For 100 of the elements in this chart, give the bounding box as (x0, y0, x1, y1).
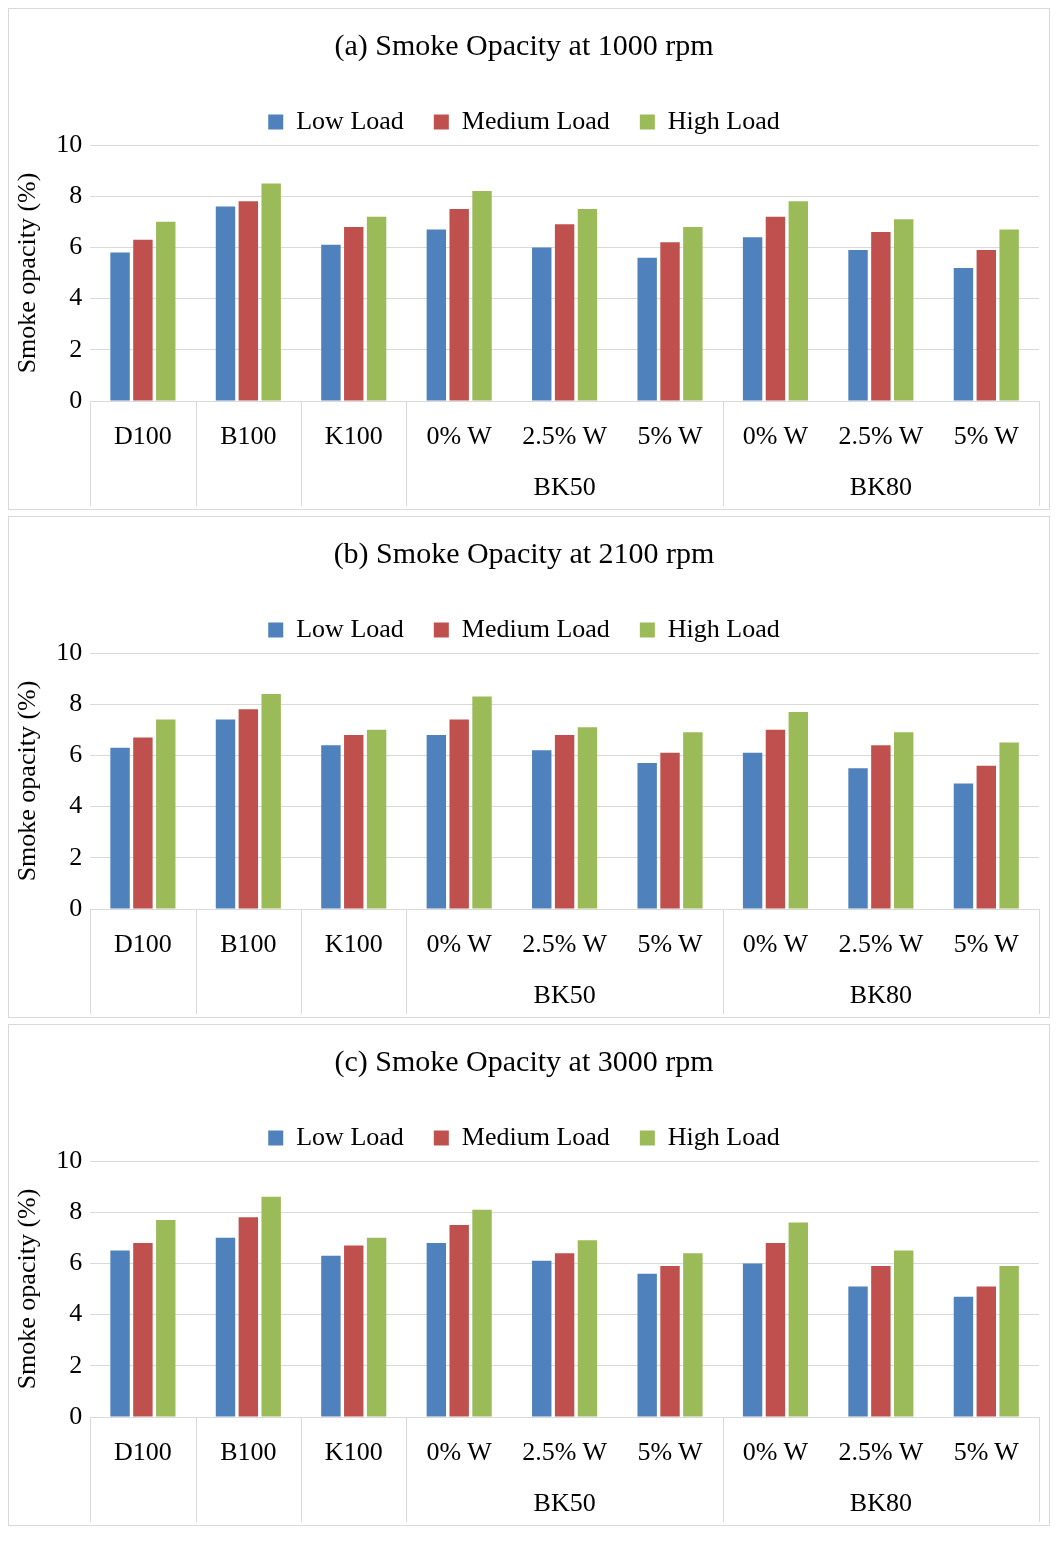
bar (532, 750, 552, 909)
bar (976, 1286, 996, 1417)
y-tick-label: 6 (69, 739, 83, 769)
text: BK80 (849, 1487, 912, 1517)
bar (976, 249, 996, 401)
bar (532, 1260, 552, 1417)
bar (344, 1245, 364, 1417)
text: BK50 (533, 1487, 596, 1517)
bar (156, 719, 176, 909)
y-tick-label: 10 (56, 128, 83, 158)
bar (871, 1265, 891, 1417)
bar (321, 745, 341, 909)
bar (765, 216, 786, 401)
bar (321, 1255, 341, 1417)
bar (999, 229, 1019, 401)
bar (156, 1219, 176, 1417)
legend-label: Low Load (296, 105, 404, 135)
bar (637, 1273, 657, 1417)
y-tick-label: 4 (69, 1298, 83, 1328)
bar (238, 201, 259, 401)
bar (133, 737, 153, 909)
x-tick-label: B100 (220, 928, 277, 958)
x-tick-label: 0% W (742, 420, 809, 450)
bar (238, 709, 259, 909)
bar (426, 229, 447, 401)
bar (215, 719, 236, 909)
bar (788, 1222, 808, 1417)
x-tick-label: 0% W (426, 928, 493, 958)
x-tick-label: 0% W (742, 928, 809, 958)
bar (848, 1286, 868, 1417)
bar (366, 729, 387, 909)
bar (554, 1253, 575, 1417)
bar (261, 693, 281, 909)
bar (110, 747, 130, 909)
text: BK80 (849, 979, 912, 1009)
bar (238, 1217, 259, 1417)
y-tick-label: 2 (69, 841, 83, 871)
bar (976, 765, 996, 909)
bar (788, 711, 808, 909)
bar (321, 244, 341, 401)
x-tick-label: 5% W (953, 1436, 1020, 1466)
y-tick-label: 10 (56, 636, 83, 666)
y-tick-label: 0 (69, 384, 83, 414)
bar (637, 257, 657, 401)
x-tick-label: B100 (220, 1436, 277, 1466)
y-tick-label: 4 (69, 790, 83, 820)
y-tick-label: 0 (69, 1400, 83, 1430)
bar (683, 732, 703, 909)
bar (683, 1253, 703, 1417)
y-tick-label: 8 (69, 180, 83, 210)
bar (449, 209, 469, 401)
y-tick-label: 8 (69, 688, 83, 718)
bar (742, 752, 763, 909)
x-tick-label: 5% W (637, 928, 704, 958)
bar (742, 1263, 763, 1417)
bar (472, 696, 492, 909)
y-tick-label: 6 (69, 231, 83, 261)
bar (683, 226, 703, 401)
chart-title: (c) Smoke Opacity at 3000 rpm (334, 1043, 714, 1078)
bar (742, 237, 763, 401)
x-tick-label: 2.5% W (838, 928, 924, 958)
bar (894, 732, 914, 909)
bar (894, 219, 914, 401)
bar (660, 752, 680, 909)
bar (953, 1296, 974, 1417)
bar (426, 734, 447, 909)
bar (449, 719, 469, 909)
x-tick-label: 2.5% W (522, 928, 608, 958)
y-tick-label: 2 (69, 1349, 83, 1379)
bar (765, 1242, 786, 1417)
bar (449, 1225, 469, 1417)
y-axis-title: Smoke opacity (%) (12, 172, 42, 374)
legend-label: High Load (667, 105, 780, 135)
bar (215, 206, 236, 401)
x-tick-label: D100 (114, 928, 172, 958)
x-tick-label: 5% W (637, 1436, 704, 1466)
chart-title: (b) Smoke Opacity at 2100 rpm (333, 535, 715, 570)
bar (577, 1240, 598, 1417)
x-tick-label: 5% W (953, 420, 1020, 450)
bar (788, 201, 808, 401)
x-tick-label: K100 (324, 420, 383, 450)
bar (215, 1237, 236, 1417)
text: BK50 (533, 979, 596, 1009)
y-tick-label: 0 (69, 892, 83, 922)
x-tick-label: B100 (220, 420, 277, 450)
legend-label: Medium Load (461, 613, 610, 643)
x-tick-label: 0% W (742, 1436, 809, 1466)
x-tick-label: 2.5% W (838, 420, 924, 450)
bar (133, 1242, 153, 1417)
bar (426, 1242, 447, 1417)
x-tick-label: K100 (324, 928, 383, 958)
bar (848, 249, 868, 401)
x-tick-label: 0% W (426, 420, 493, 450)
bar (894, 1250, 914, 1417)
bar (554, 734, 575, 909)
legend-label: Low Load (296, 1121, 404, 1151)
bar (261, 183, 281, 401)
x-tick-label: 5% W (953, 928, 1020, 958)
text: BK80 (849, 471, 912, 501)
bar (660, 1265, 680, 1417)
